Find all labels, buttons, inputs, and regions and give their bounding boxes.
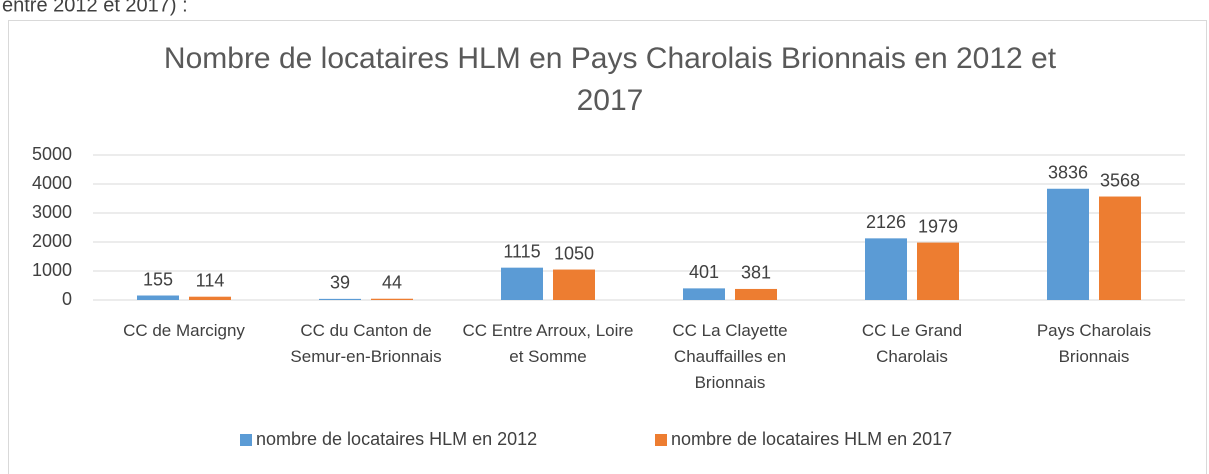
bar	[683, 288, 725, 300]
data-label: 155	[143, 269, 173, 289]
data-label: 1115	[503, 241, 540, 261]
bar	[865, 238, 907, 300]
data-label: 1979	[918, 216, 958, 236]
data-label: 114	[196, 270, 225, 290]
bar	[501, 267, 543, 300]
y-tick-label: 5000	[32, 144, 72, 164]
legend-label: nombre de locataires HLM en 2017	[671, 429, 952, 449]
x-tick-box: Pays Charolais Brionnais	[1036, 321, 1152, 366]
data-label: 401	[689, 262, 719, 282]
x-tick-box: CC Entre Arroux, Loire et Somme	[462, 321, 634, 366]
y-tick-label: 4000	[32, 173, 72, 193]
intro-text: entre 2012 et 2017) :	[2, 0, 188, 16]
x-tick-box: CC de Marcigny	[123, 321, 245, 340]
x-tick-label: CC Le Grand Charolais	[861, 321, 963, 366]
y-tick-label: 2000	[32, 231, 72, 251]
legend-swatch	[240, 434, 252, 446]
bar	[319, 298, 361, 300]
bar	[553, 269, 595, 300]
data-label: 44	[382, 272, 402, 292]
bar	[137, 295, 179, 300]
data-label: 3836	[1048, 163, 1088, 183]
legend-label: nombre de locataires HLM en 2012	[256, 429, 537, 449]
x-tick-box: CC La Clayette Chauffailles en Brionnais	[672, 321, 788, 392]
x-tick-label: CC La Clayette Chauffailles en Brionnais	[672, 321, 788, 392]
data-label: 3568	[1100, 170, 1140, 190]
bar	[1047, 188, 1089, 300]
legend-swatch	[655, 434, 667, 446]
data-label: 39	[330, 273, 350, 293]
x-tick-label: CC de Marcigny	[123, 321, 245, 340]
title-box: Nombre de locataires HLM en Pays Charola…	[163, 42, 1057, 117]
x-tick-label: CC Entre Arroux, Loire et Somme	[462, 321, 634, 366]
x-tick-box: CC Le Grand Charolais	[861, 321, 963, 366]
y-tick-label: 0	[62, 289, 72, 309]
x-tick-label: CC du Canton de Semur-en-Brionnais	[290, 321, 442, 366]
x-tick-box: CC du Canton de Semur-en-Brionnais	[290, 321, 442, 366]
data-label: 381	[741, 263, 771, 283]
bar	[1099, 196, 1141, 300]
data-label: 1050	[554, 243, 594, 263]
bar	[917, 242, 959, 300]
y-tick-label: 1000	[32, 260, 72, 280]
chart-title: Nombre de locataires HLM en Pays Charola…	[163, 42, 1057, 117]
y-tick-label: 3000	[32, 202, 72, 222]
bar	[189, 296, 231, 300]
x-tick-label: Pays Charolais Brionnais	[1036, 321, 1152, 366]
data-label: 2126	[866, 212, 906, 232]
bar	[371, 298, 413, 300]
bar	[735, 288, 777, 300]
chart-frame	[8, 20, 1207, 474]
